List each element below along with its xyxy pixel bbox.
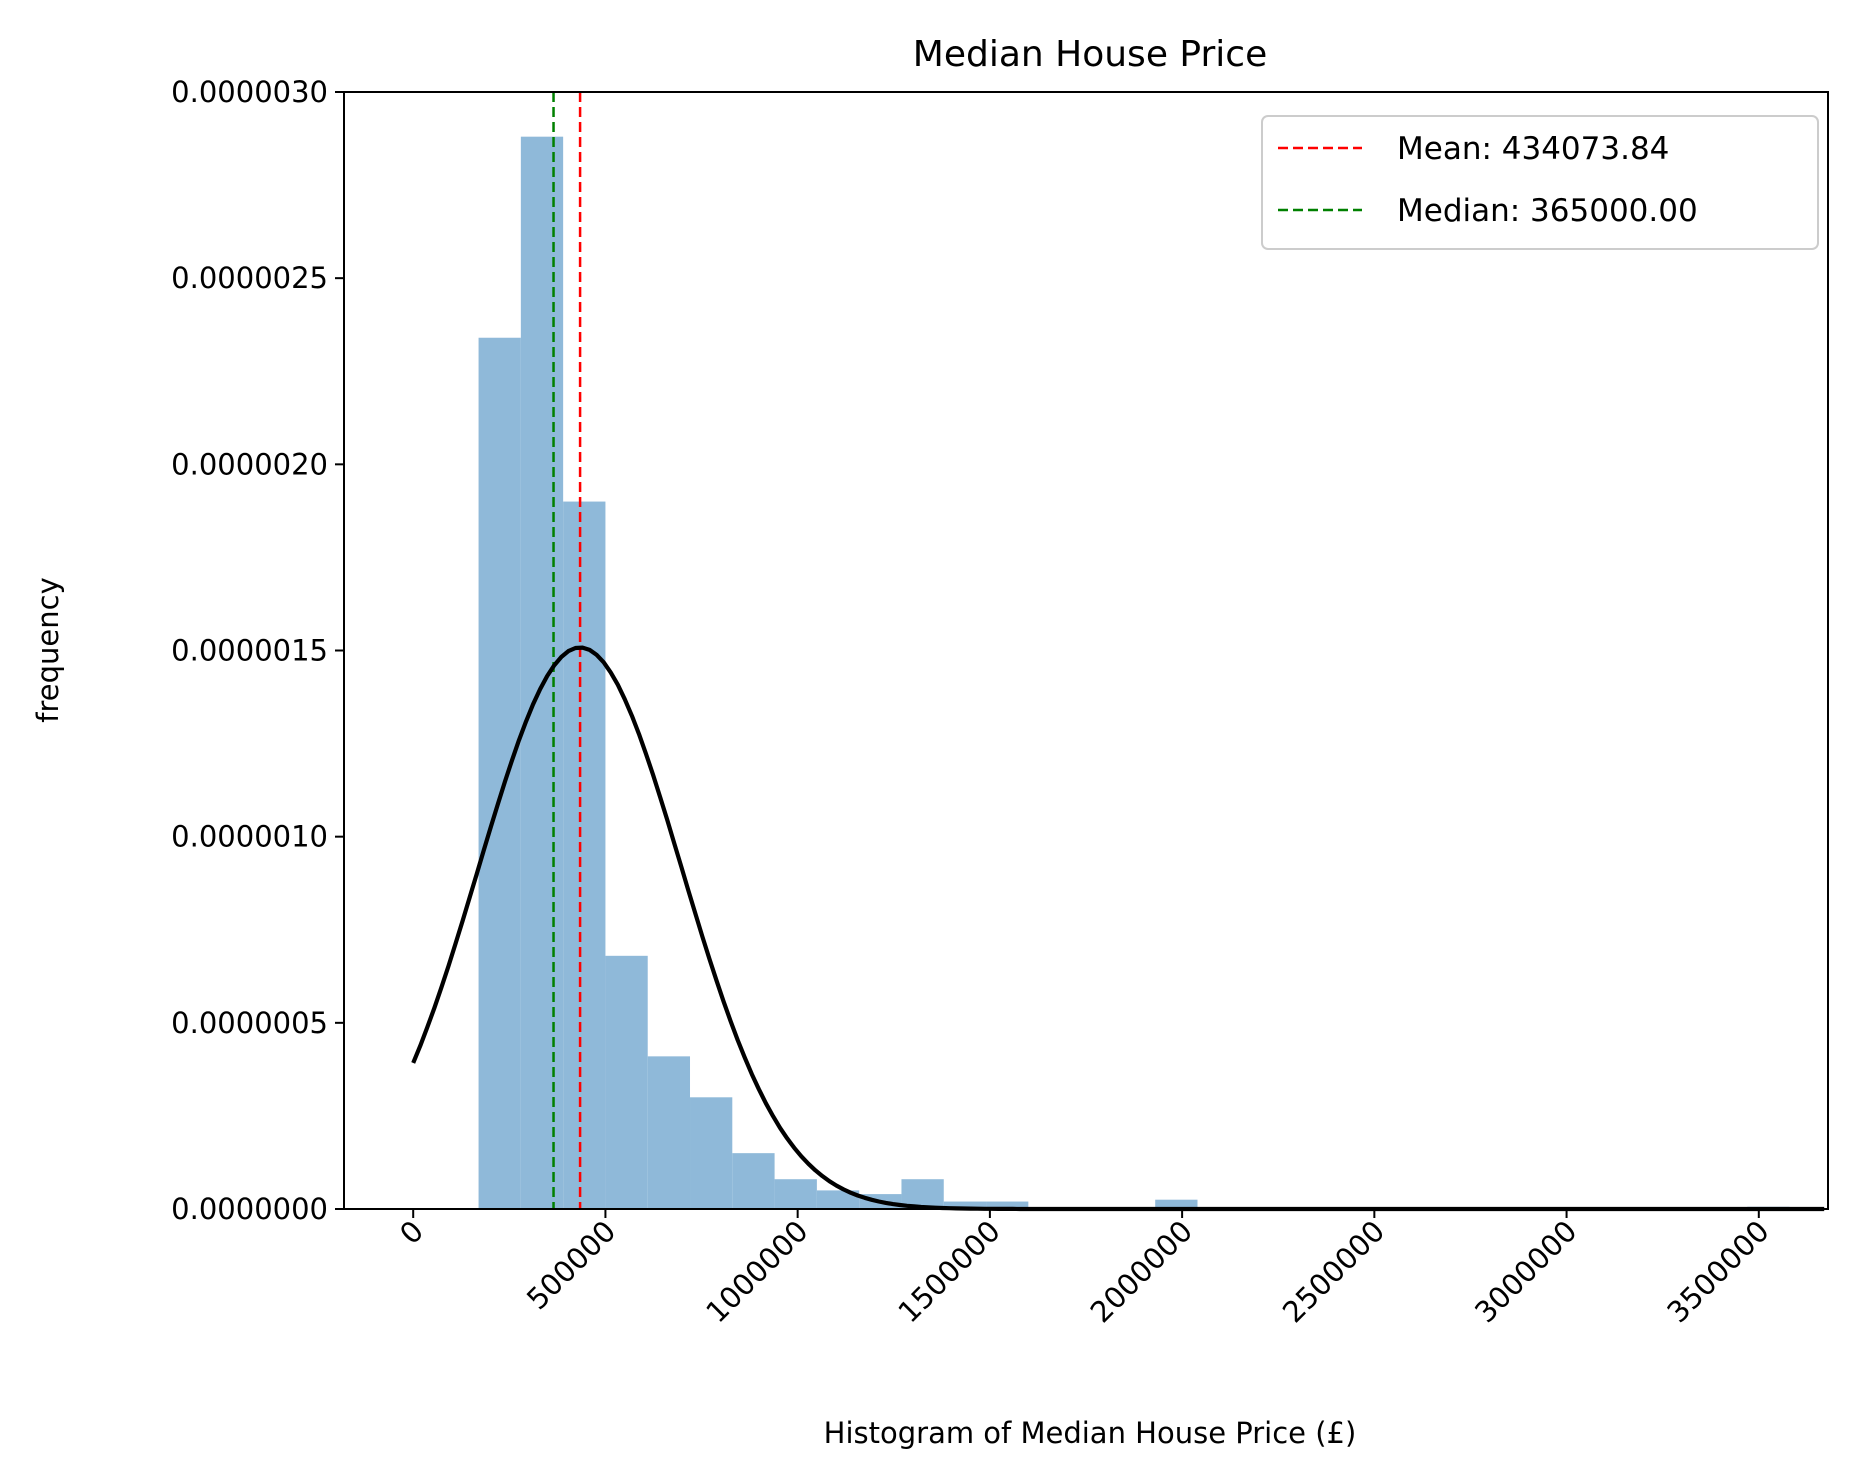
y-axis-label: frequency <box>31 577 65 722</box>
histogram-bar <box>478 337 521 1209</box>
legend-median-label: Median: 365000.00 <box>1397 193 1698 229</box>
histogram-bar <box>605 955 648 1209</box>
legend-mean-label: Mean: 434073.84 <box>1397 131 1669 167</box>
histogram-bar <box>986 1201 1029 1209</box>
y-tick-label: 0.0000010 <box>171 820 328 854</box>
y-tick-label: 0.0000015 <box>171 634 328 668</box>
histogram-bar <box>1155 1199 1198 1209</box>
reference-lines <box>552 92 582 1209</box>
histogram-bar <box>774 1179 817 1209</box>
histogram-bar <box>943 1201 987 1209</box>
legend-box <box>1261 115 1819 250</box>
histogram-bar <box>816 1190 860 1209</box>
y-tick-label: 0.0000000 <box>171 1192 328 1226</box>
histogram-bar <box>647 1056 691 1209</box>
y-tick-label: 0.0000005 <box>171 1006 328 1040</box>
histogram-bar <box>563 501 606 1210</box>
histogram-bar <box>732 1153 775 1209</box>
histogram-bar <box>520 136 564 1210</box>
legend: Mean: 434073.84 Median: 365000.00 <box>1261 115 1819 250</box>
y-tick-label: 0.0000020 <box>171 447 328 481</box>
histogram-bar <box>690 1097 733 1209</box>
histogram-bars <box>478 136 1790 1210</box>
y-tick-label: 0.0000025 <box>171 261 328 295</box>
chart-title: Median House Price <box>913 34 1267 75</box>
y-axis-ticks: 0.0000000 0.0000005 0.0000010 0.0000015 0.00… <box>171 75 344 1226</box>
y-tick-label: 0.0000030 <box>171 75 328 109</box>
x-axis-label: Histogram of Median House Price (£) <box>824 1416 1357 1450</box>
